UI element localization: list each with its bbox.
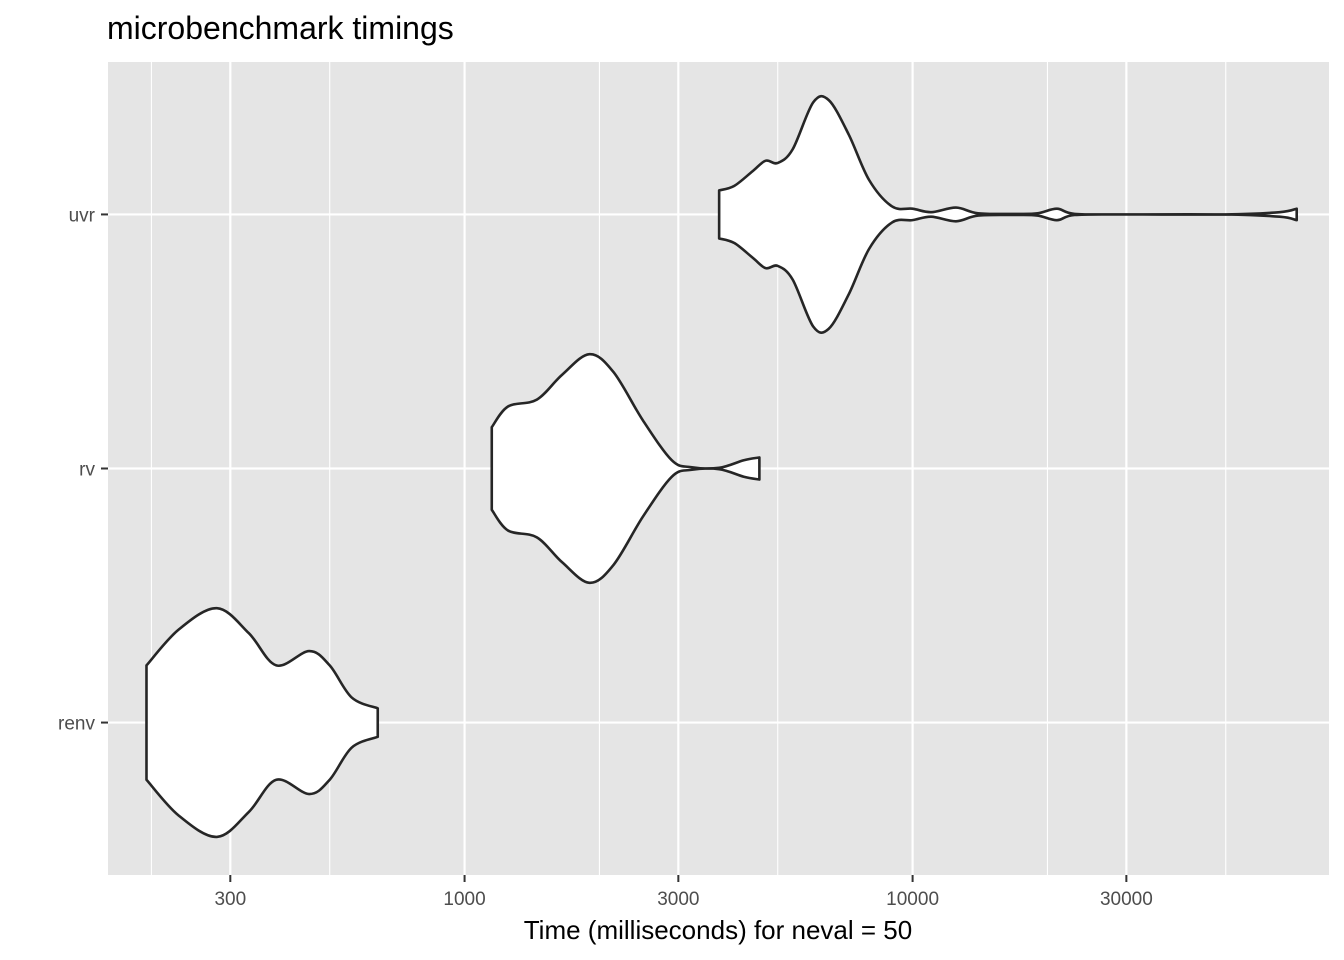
y-tick-label-uvr: uvr xyxy=(69,205,96,226)
violin-uvr xyxy=(717,94,1298,334)
chart-title: microbenchmark timings xyxy=(107,10,454,46)
x-tick-label: 300 xyxy=(214,889,246,910)
x-tick-label: 10000 xyxy=(886,889,939,910)
y-tick-label-renv: renv xyxy=(58,714,95,735)
x-axis-ticks: 300 1000 3000 10000 30000 xyxy=(214,875,1153,910)
x-tick-label: 1000 xyxy=(443,889,485,910)
violin-renv xyxy=(145,606,380,839)
x-tick-label: 3000 xyxy=(657,889,699,910)
y-axis-ticks: uvr rv renv xyxy=(58,205,108,735)
x-tick-label: 30000 xyxy=(1100,889,1153,910)
violins xyxy=(145,94,1298,839)
violin-rv xyxy=(490,352,761,585)
y-tick-label-rv: rv xyxy=(79,460,95,481)
x-axis-title: Time (milliseconds) for neval = 50 xyxy=(524,915,912,945)
